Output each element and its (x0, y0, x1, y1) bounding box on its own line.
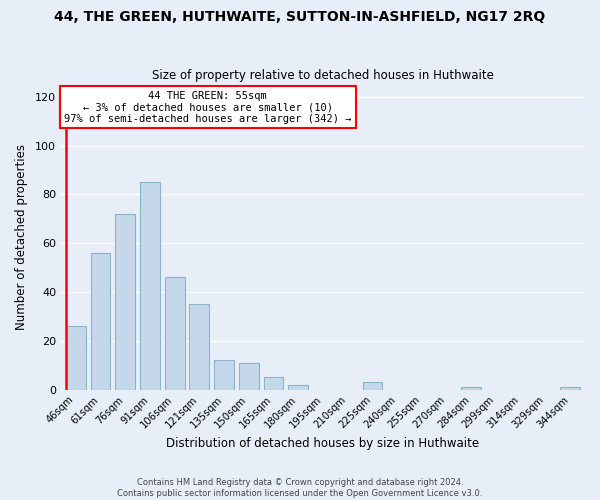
Bar (560, 387, 580, 390)
Bar (190, 304, 209, 390)
Bar (239, 362, 259, 390)
Bar (461, 387, 481, 390)
Bar (214, 360, 234, 390)
Bar (362, 382, 382, 390)
Title: Size of property relative to detached houses in Huthwaite: Size of property relative to detached ho… (152, 69, 494, 82)
Y-axis label: Number of detached properties: Number of detached properties (15, 144, 28, 330)
Bar (115, 214, 135, 390)
Text: Contains HM Land Registry data © Crown copyright and database right 2024.
Contai: Contains HM Land Registry data © Crown c… (118, 478, 482, 498)
Bar (289, 384, 308, 390)
Bar (91, 253, 110, 390)
X-axis label: Distribution of detached houses by size in Huthwaite: Distribution of detached houses by size … (166, 437, 479, 450)
Text: 44 THE GREEN: 55sqm
← 3% of detached houses are smaller (10)
97% of semi-detache: 44 THE GREEN: 55sqm ← 3% of detached hou… (64, 90, 352, 124)
Bar (165, 278, 185, 390)
Bar (66, 326, 86, 390)
Bar (263, 378, 283, 390)
Bar (140, 182, 160, 390)
Text: 44, THE GREEN, HUTHWAITE, SUTTON-IN-ASHFIELD, NG17 2RQ: 44, THE GREEN, HUTHWAITE, SUTTON-IN-ASHF… (55, 10, 545, 24)
